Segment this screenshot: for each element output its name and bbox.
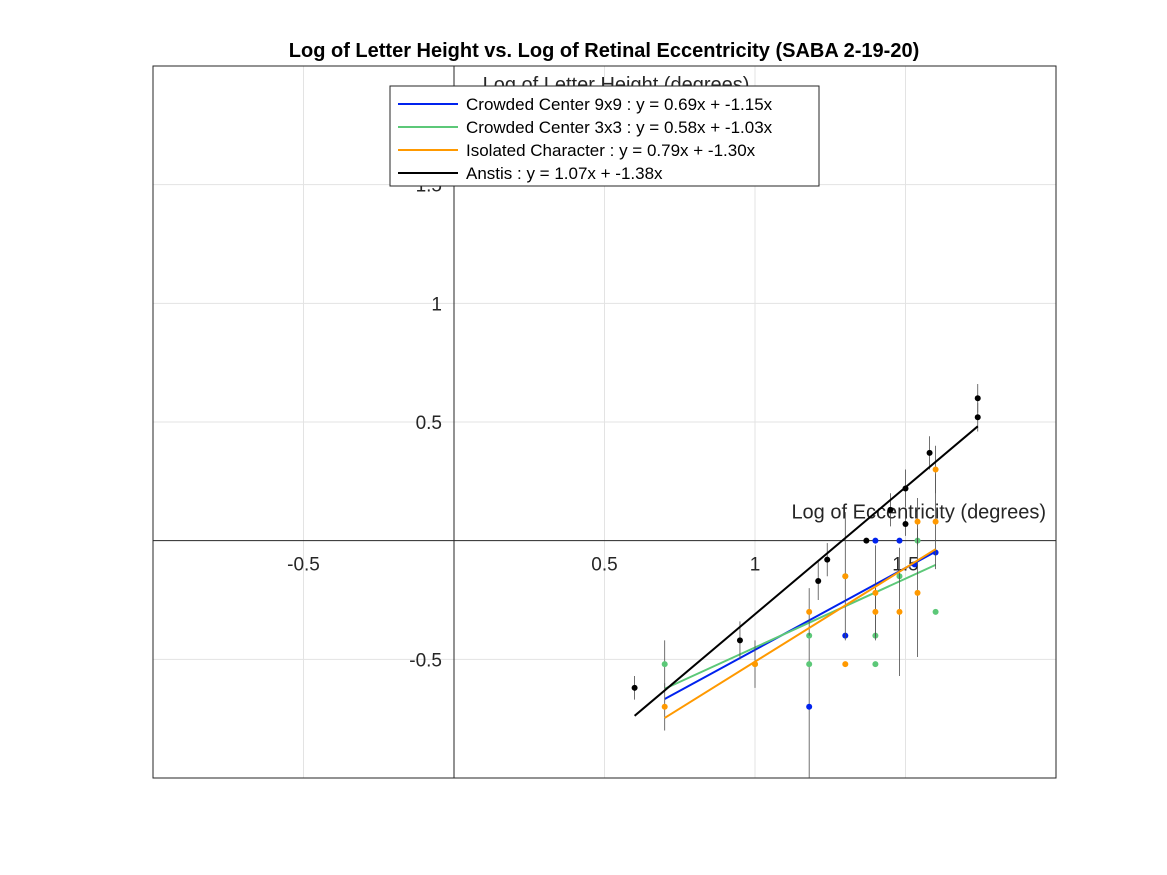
data-point bbox=[872, 537, 879, 544]
x-axis-label: Log of Eccentricity (degrees) bbox=[791, 502, 1046, 524]
data-point bbox=[974, 414, 981, 421]
fit-line bbox=[633, 425, 979, 717]
legend-label: Crowded Center 3x3 : y = 0.58x + -1.03x bbox=[466, 118, 773, 137]
series-3 bbox=[631, 384, 981, 717]
data-point bbox=[902, 521, 909, 528]
data-point bbox=[914, 518, 921, 525]
tick-labels: -0.50.511.5-0.50.511.5 bbox=[287, 176, 919, 672]
data-point bbox=[872, 589, 879, 596]
x-tick-label: 1 bbox=[750, 555, 761, 576]
fit-line bbox=[664, 563, 937, 690]
data-point bbox=[872, 608, 879, 615]
data-point bbox=[661, 661, 668, 668]
data-point bbox=[887, 506, 894, 513]
data-point bbox=[842, 661, 849, 668]
data-point bbox=[932, 608, 939, 615]
legend-label: Anstis : y = 1.07x + -1.38x bbox=[466, 164, 663, 183]
data-point bbox=[926, 449, 933, 456]
data-point bbox=[815, 578, 822, 585]
data-point bbox=[974, 395, 981, 402]
data-point bbox=[806, 608, 813, 615]
data-point bbox=[932, 466, 939, 473]
data-point bbox=[661, 703, 668, 710]
fit-line bbox=[664, 550, 937, 700]
data-point bbox=[902, 485, 909, 492]
series-2 bbox=[661, 445, 939, 731]
chart-title: Log of Letter Height vs. Log of Retinal … bbox=[289, 40, 919, 62]
data-point bbox=[872, 661, 879, 668]
data-point bbox=[914, 589, 921, 596]
data-point bbox=[896, 537, 903, 544]
y-tick-label: 1 bbox=[431, 294, 442, 315]
data-point bbox=[896, 608, 903, 615]
fit-line bbox=[664, 548, 937, 719]
legend-label: Crowded Center 9x9 : y = 0.69x + -1.15x bbox=[466, 95, 773, 114]
x-tick-label: -0.5 bbox=[287, 555, 320, 576]
legend-items: Crowded Center 9x9 : y = 0.69x + -1.15x C… bbox=[398, 95, 773, 183]
data-point bbox=[631, 684, 638, 691]
data-point bbox=[863, 537, 870, 544]
data-point bbox=[806, 661, 813, 668]
legend-box bbox=[389, 85, 820, 187]
data-point bbox=[736, 637, 743, 644]
data-point bbox=[932, 518, 939, 525]
y-tick-label: -0.5 bbox=[409, 650, 442, 671]
data-point bbox=[842, 573, 849, 580]
plot-area-frame bbox=[152, 65, 1057, 779]
legend[interactable]: Crowded Center 9x9 : y = 0.69x + -1.15x C… bbox=[389, 85, 820, 187]
data-point bbox=[806, 703, 813, 710]
y-tick-label: 0.5 bbox=[416, 413, 442, 434]
data-series bbox=[631, 384, 981, 778]
data-point bbox=[752, 661, 758, 668]
x-tick-label: 0.5 bbox=[591, 555, 617, 576]
legend-label: Isolated Character : y = 0.79x + -1.30x bbox=[466, 141, 756, 160]
data-point bbox=[824, 556, 831, 563]
